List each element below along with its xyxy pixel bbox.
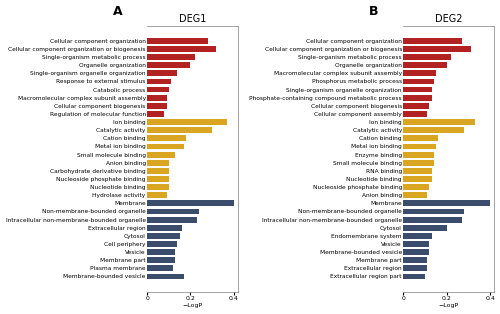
Text: A: A	[112, 5, 122, 18]
Bar	[147, 62, 190, 68]
Bar	[404, 257, 427, 263]
Bar	[147, 143, 184, 149]
Bar	[404, 62, 446, 68]
Bar	[404, 111, 427, 117]
Bar	[147, 46, 216, 52]
Bar	[404, 103, 429, 109]
Bar	[404, 225, 446, 231]
Bar	[147, 200, 234, 206]
Bar	[404, 273, 425, 279]
Bar	[147, 265, 173, 271]
Bar	[404, 176, 431, 182]
Bar	[147, 70, 178, 76]
Bar	[404, 143, 436, 149]
Bar	[147, 168, 169, 174]
Bar	[404, 87, 431, 93]
Bar	[147, 273, 184, 279]
X-axis label: −LogP: −LogP	[182, 303, 203, 308]
Bar	[147, 95, 167, 100]
Bar	[147, 208, 199, 214]
Bar	[404, 152, 434, 158]
Bar	[147, 257, 176, 263]
Bar	[404, 184, 429, 190]
Text: B: B	[368, 5, 378, 18]
Bar	[404, 160, 434, 166]
X-axis label: −LogP: −LogP	[439, 303, 459, 308]
Bar	[404, 168, 431, 174]
Bar	[404, 38, 462, 44]
Title: DEG1: DEG1	[179, 14, 206, 24]
Bar	[404, 119, 475, 125]
Bar	[147, 152, 176, 158]
Bar	[404, 54, 451, 60]
Bar	[404, 200, 490, 206]
Bar	[147, 111, 164, 117]
Bar	[147, 233, 180, 239]
Bar	[147, 38, 208, 44]
Bar	[147, 103, 167, 109]
Bar	[404, 208, 464, 214]
Bar	[404, 233, 431, 239]
Bar	[147, 78, 171, 84]
Bar	[404, 78, 434, 84]
Bar	[404, 249, 429, 255]
Bar	[147, 192, 167, 198]
Bar	[404, 192, 427, 198]
Bar	[147, 119, 228, 125]
Bar	[147, 241, 178, 247]
Bar	[404, 241, 429, 247]
Bar	[147, 249, 176, 255]
Bar	[404, 135, 438, 141]
Bar	[147, 217, 197, 223]
Bar	[147, 160, 169, 166]
Bar	[404, 265, 427, 271]
Bar	[147, 87, 169, 93]
Bar	[404, 127, 464, 133]
Bar	[147, 54, 195, 60]
Bar	[404, 95, 431, 100]
Title: DEG2: DEG2	[435, 14, 462, 24]
Bar	[147, 225, 182, 231]
Bar	[404, 70, 436, 76]
Bar	[147, 127, 212, 133]
Bar	[404, 217, 462, 223]
Bar	[404, 46, 470, 52]
Bar	[147, 184, 169, 190]
Bar	[147, 135, 186, 141]
Bar	[147, 176, 169, 182]
